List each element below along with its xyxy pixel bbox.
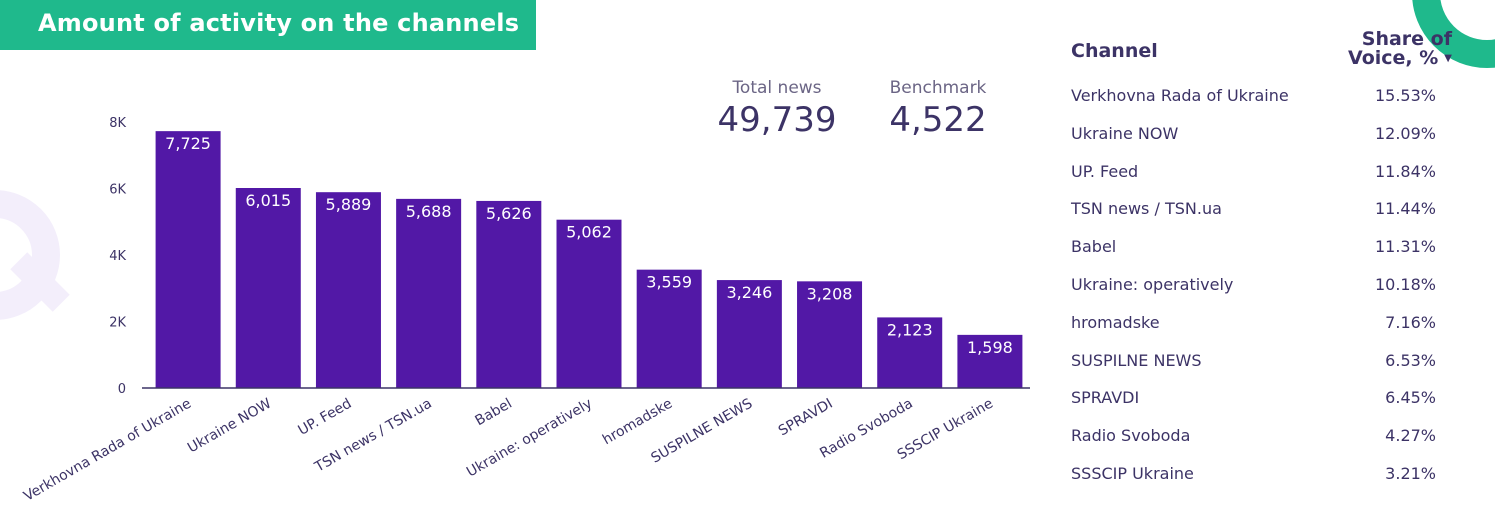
table-cell-share: 11.31%	[1374, 237, 1436, 257]
table-row[interactable]: Radio Svoboda 4.27%	[1071, 426, 1451, 456]
table-cell-share: 6.53%	[1385, 350, 1436, 370]
bar-value-label: 5,626	[486, 204, 532, 223]
x-tick-label: hromadske	[600, 396, 675, 449]
bar-value-label: 5,062	[566, 223, 612, 242]
table-row[interactable]: hromadske 7.16%	[1071, 313, 1451, 343]
table-header-share-line2: Voice, %	[1348, 47, 1439, 69]
bar[interactable]	[636, 269, 702, 388]
table-row[interactable]: SPRAVDI 6.45%	[1071, 388, 1451, 418]
bar[interactable]	[235, 188, 301, 388]
table-cell-channel: Babel	[1071, 237, 1117, 257]
table-row[interactable]: UP. Feed 11.84%	[1071, 162, 1451, 192]
bar-value-label: 6,015	[245, 191, 291, 210]
table-row[interactable]: Babel 11.31%	[1071, 237, 1451, 267]
bar-value-label: 3,246	[726, 283, 772, 302]
y-tick-label: 6K	[109, 183, 126, 198]
bar-value-label: 5,889	[326, 195, 372, 214]
kpi-total-label: Total news	[732, 78, 822, 98]
table-cell-share: 15.53%	[1374, 86, 1436, 105]
table-cell-share: 3.21%	[1385, 464, 1436, 483]
table-row[interactable]: TSN news / TSN.ua 11.44%	[1071, 199, 1451, 229]
bar[interactable]	[957, 334, 1023, 388]
table-cell-share: 7.16%	[1385, 312, 1436, 332]
bar[interactable]	[716, 280, 782, 388]
bar-chart: 0 2K 4K 6K 8K 7,725 Verkhovna Rada of Ukraine 6…	[21, 116, 1030, 505]
table-header-share-of-voice[interactable]: Share of Voice, % ▼	[1340, 30, 1452, 68]
y-tick-label: 8K	[109, 116, 126, 131]
table-row[interactable]: Ukraine NOW 12.09%	[1071, 124, 1451, 154]
kpi-total-news: Total news 49,739	[712, 78, 842, 140]
kpi-benchmark-value: 4,522	[889, 100, 987, 140]
table-cell-share: 4.27%	[1385, 426, 1436, 446]
bar[interactable]	[556, 219, 622, 388]
table-cell-channel: Verkhovna Rada of Ukraine	[1071, 86, 1289, 105]
x-tick-label: SPRAVDI	[776, 396, 836, 440]
kpi-benchmark-label: Benchmark	[889, 78, 987, 98]
bar-value-label: 5,688	[406, 202, 452, 221]
bar[interactable]	[315, 192, 381, 388]
y-tick-label: 2K	[109, 316, 126, 331]
bar-value-label: 7,725	[165, 134, 211, 153]
bar-value-label: 3,559	[646, 273, 692, 292]
bar[interactable]	[797, 281, 863, 388]
table-cell-channel: TSN news / TSN.ua	[1071, 199, 1222, 219]
title-bar: Amount of activity on the channels	[0, 0, 536, 50]
sort-descending-icon[interactable]: ▼	[1444, 53, 1452, 64]
table-cell-share: 6.45%	[1385, 388, 1436, 408]
x-tick-label: Ukraine NOW	[185, 396, 274, 457]
table-cell-channel: UP. Feed	[1071, 161, 1139, 181]
bar[interactable]	[476, 200, 542, 388]
kpi-benchmark: Benchmark 4,522	[873, 78, 1003, 140]
bar[interactable]	[396, 198, 462, 388]
table-cell-channel: SUSPILNE NEWS	[1071, 350, 1202, 370]
page-title: Amount of activity on the channels	[38, 9, 520, 37]
table-row[interactable]: SSSCIP Ukraine 3.21%	[1071, 464, 1451, 494]
x-tick-label: UP. Feed	[296, 396, 355, 439]
table-cell-share: 10.18%	[1374, 275, 1436, 294]
table-row[interactable]: Verkhovna Rada of Ukraine 15.53%	[1071, 86, 1451, 116]
table-cell-channel: Radio Svoboda	[1071, 426, 1191, 446]
x-tick-label: Verkhovna Rada of Ukraine	[21, 396, 194, 505]
table-cell-share: 11.84%	[1374, 161, 1436, 181]
y-tick-label: 4K	[109, 249, 126, 264]
table-row[interactable]: SUSPILNE NEWS 6.53%	[1071, 351, 1451, 381]
bar-value-label: 3,208	[807, 284, 853, 303]
table-cell-channel: hromadske	[1071, 312, 1160, 332]
table-cell-share: 12.09%	[1374, 123, 1436, 143]
table-cell-channel: SSSCIP Ukraine	[1071, 464, 1194, 483]
table-cell-channel: Ukraine: operatively	[1071, 275, 1234, 294]
table-cell-share: 11.44%	[1374, 199, 1436, 219]
x-tick-label: Babel	[473, 396, 515, 430]
bar[interactable]	[877, 317, 943, 388]
table-row[interactable]: Ukraine: operatively 10.18%	[1071, 275, 1451, 305]
table-header-share-line1: Share of	[1361, 28, 1452, 50]
table-cell-channel: Ukraine NOW	[1071, 123, 1179, 143]
table-header-channel: Channel	[1071, 40, 1158, 62]
bar-value-label: 1,598	[967, 338, 1013, 357]
table-cell-channel: SPRAVDI	[1071, 388, 1140, 408]
kpi-total-value: 49,739	[717, 100, 837, 140]
y-tick-label: 0	[118, 382, 126, 397]
bar[interactable]	[155, 131, 221, 389]
bar-value-label: 2,123	[887, 320, 933, 339]
